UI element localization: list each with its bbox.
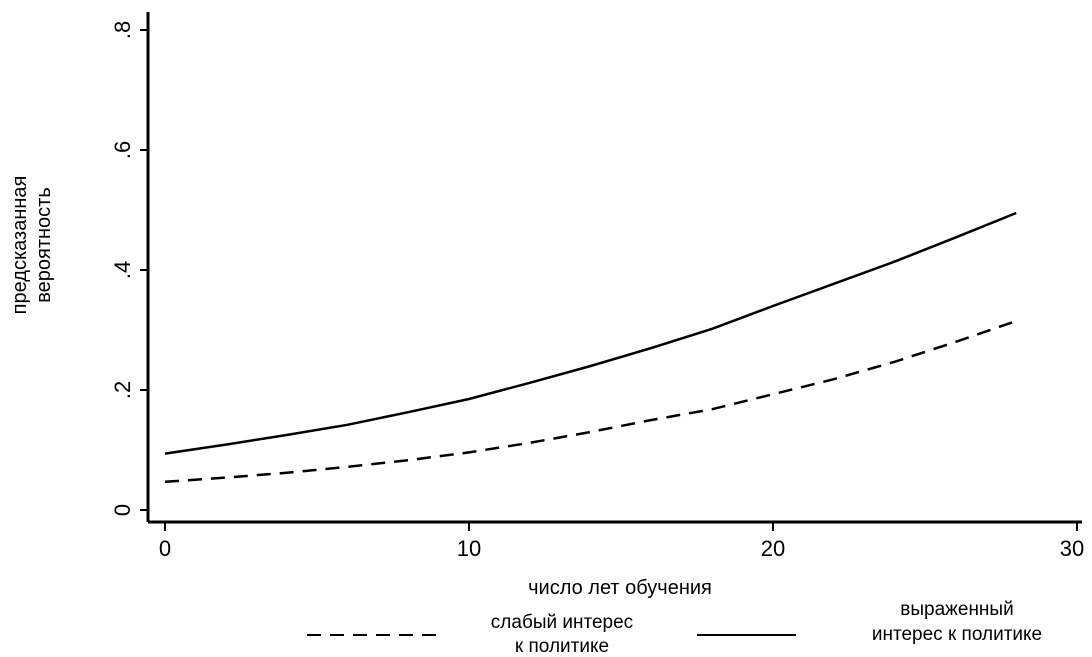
legend-label-strong-line-1: выраженный [900,599,1013,620]
x-tick-label-3: 30 [1060,536,1084,561]
legend: слабый интерес к политике выраженный инт… [307,599,1042,657]
y-tick-label-4: .8 [110,21,135,39]
x-tick-label-2: 20 [761,536,785,561]
legend-label-weak-line-2: к политике [515,636,609,657]
series-line-strong-interest [164,211,1017,455]
x-axis-title: число лет обучения [528,577,712,599]
legend-label-strong-line-2: интерес к политике [872,624,1042,645]
legend-label-weak-line-1: слабый интерес [491,612,633,633]
y-axis-title-line-2: вероятность [33,187,55,303]
y-axis-title: предсказанная вероятность [9,176,55,315]
axes [140,12,1082,531]
axis-labels: 0 .2 .4 .6 .8 0 10 20 30 [110,21,1084,561]
series-line-weak-interest [164,319,1017,484]
y-tick-label-2: .4 [110,261,135,279]
y-tick-label-0: 0 [110,504,135,516]
x-tick-label-0: 0 [159,536,171,561]
y-tick-label-3: .6 [110,141,135,159]
series-lines [164,211,1017,484]
x-tick-label-1: 10 [457,536,481,561]
y-tick-label-1: .2 [110,381,135,399]
y-axis-title-line-1: предсказанная [9,176,31,315]
